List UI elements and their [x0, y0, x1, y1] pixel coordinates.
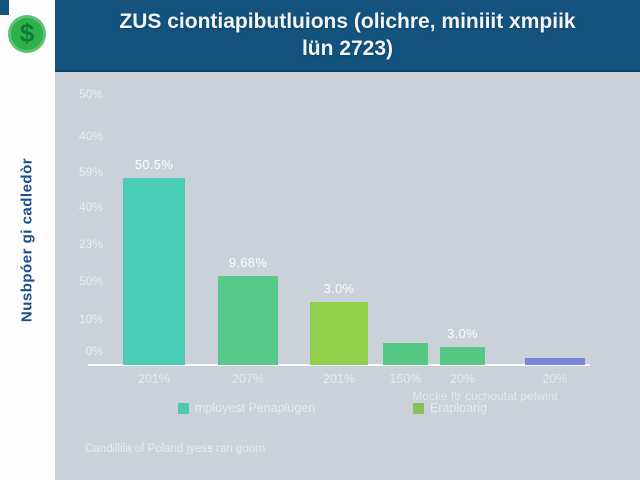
- dollar-sign: $: [19, 18, 35, 48]
- legend-swatch-icon: [413, 402, 424, 414]
- x-axis-tick: 201%: [323, 372, 355, 386]
- legend-item: Eraploarig: [413, 401, 487, 415]
- bar: [310, 302, 368, 365]
- x-axis-tick: 207%: [232, 372, 264, 386]
- y-axis-tick: 10%: [78, 312, 103, 326]
- bar-value-label: 3.0%: [447, 326, 478, 341]
- x-axis-line: [88, 364, 590, 366]
- y-axis-tick: 40%: [78, 129, 103, 143]
- x-axis-note: Mocke ftr cuchoutat pelwint: [412, 389, 558, 403]
- y-axis-tick: 23%: [78, 237, 103, 251]
- bar: [383, 343, 428, 365]
- bar-value-label: 3.0%: [323, 281, 355, 296]
- bar-value-label: 50.5%: [134, 157, 174, 172]
- page-title-line1: ZUS ciontiapibutluions (olichre, miniiit…: [119, 9, 576, 33]
- x-axis-tick: 150%: [389, 372, 422, 386]
- left-sidebar: $ Nusbpóer gi cadledòr: [0, 0, 55, 480]
- bar: [123, 178, 185, 365]
- bar: [218, 276, 278, 365]
- y-axis-tick: 59%: [78, 165, 103, 179]
- corner-accent: [0, 0, 9, 15]
- y-axis-tick: 50%: [78, 87, 103, 101]
- chart-title-banner: ZUS ciontiapibutluions (olichre, miniiit…: [55, 0, 640, 72]
- y-axis-tick: 0%: [85, 344, 103, 358]
- y-axis-tick: 50%: [78, 274, 103, 288]
- x-axis-tick: 20%: [449, 372, 476, 386]
- chart-footnote: Candillila of Poland jyess ran goorn: [85, 443, 266, 455]
- legend-swatch-icon: [178, 402, 189, 414]
- x-axis-tick: 20%: [542, 372, 568, 386]
- bar: [525, 358, 585, 365]
- y-axis-tick: 40%: [78, 200, 103, 214]
- legend-label: Eraploarig: [430, 401, 487, 415]
- legend-item: mployest Penaplugen: [178, 401, 315, 415]
- legend-label: mployest Penaplugen: [195, 401, 316, 415]
- dollar-coin-icon: $: [8, 15, 46, 53]
- sidebar-vertical-label: Nusbpóer gi cadledòr: [18, 157, 36, 323]
- bar-value-label: 9.68%: [228, 255, 268, 270]
- x-axis-tick: 201%: [138, 372, 170, 386]
- bar: [440, 347, 485, 365]
- chart-area: 50% 40% 59% 40% 23% 50% 10% 0% 50.5% 201% 9.68% 20…: [55, 72, 640, 480]
- page-title-line2: lün 2723): [301, 37, 394, 60]
